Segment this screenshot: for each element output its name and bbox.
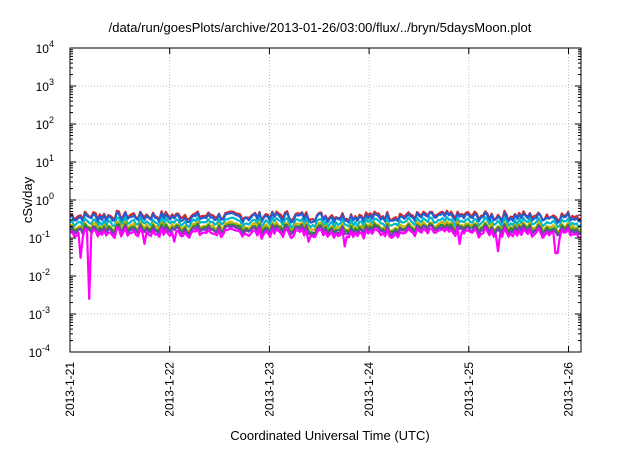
y-tick-label: 10-2 (29, 267, 50, 284)
y-tick-label: 100 (36, 191, 54, 208)
series-layer (69, 209, 582, 300)
y-tick-label: 104 (36, 39, 54, 56)
chart-title: /data/run/goesPlots/archive/2013-01-26/0… (108, 20, 532, 35)
series-line (69, 224, 582, 237)
x-axis-label: Coordinated Universal Time (UTC) (230, 428, 430, 443)
y-tick-label: 10-4 (29, 343, 50, 360)
y-tick-label: 10-3 (29, 305, 50, 322)
series-line (69, 211, 582, 224)
x-tick-label: 2013-1-25 (462, 362, 476, 417)
x-tick-label: 2013-1-22 (163, 362, 177, 417)
x-tick-label: 2013-1-24 (362, 362, 376, 417)
y-tick-label: 10-1 (29, 229, 50, 246)
y-tick-label: 102 (36, 115, 54, 132)
x-tick-label: 2013-1-21 (63, 362, 77, 417)
tick-layer: 10-4 10-3 10-2 10-1 100 101 102 103 104 2013-1-21… (29, 39, 581, 417)
x-tick-label: 2013-1-23 (262, 362, 276, 417)
y-axis-label: cSv/day (20, 176, 35, 223)
series-line (69, 216, 582, 230)
y-tick-label: 103 (36, 77, 54, 94)
grid (70, 47, 581, 353)
series-line (69, 220, 582, 233)
y-tick-label: 101 (36, 153, 54, 170)
x-tick-label: 2013-1-26 (562, 362, 576, 417)
series-line (69, 226, 582, 300)
